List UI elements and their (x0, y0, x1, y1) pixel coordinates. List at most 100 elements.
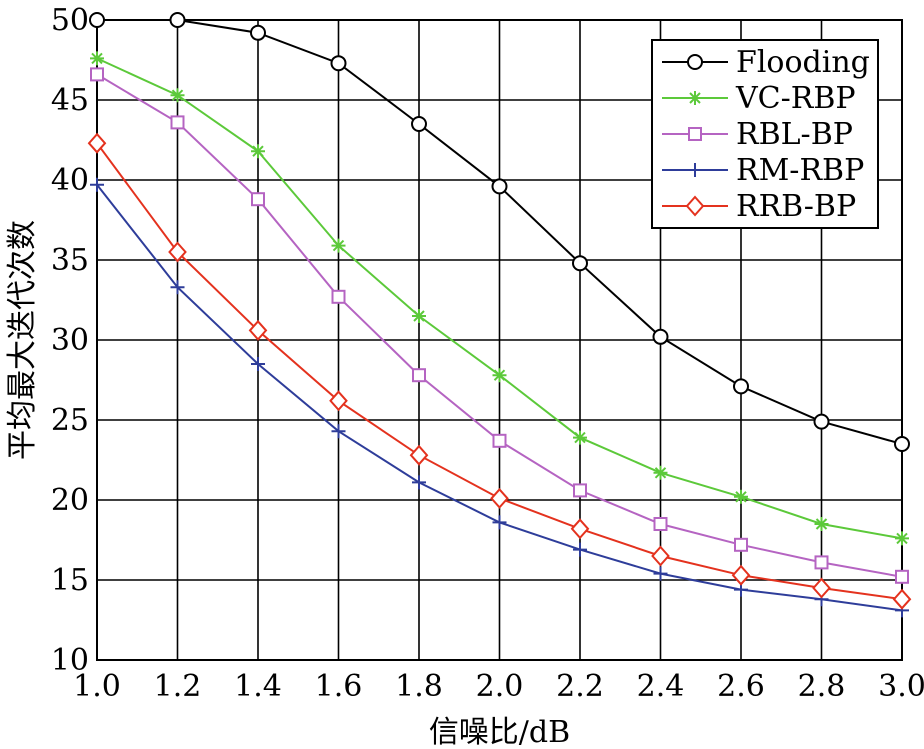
series-rbl-bp (90, 67, 909, 584)
y-tick-label: 10 (51, 643, 89, 678)
x-axis: 1.0 1.2 1.4 1.6 1.8 2.0 2.2 2.4 2.6 2.8 3.0 (73, 669, 924, 704)
data-point-flooding (330, 55, 347, 72)
legend-item-rrb-bp: RRB-BP (662, 189, 856, 224)
data-point-flooding (411, 116, 427, 132)
data-point-rrb-bp (248, 319, 268, 341)
series-rm-rbp (90, 177, 909, 618)
series-rrb-bp (87, 132, 912, 610)
data-point-rrb-bp (409, 444, 429, 466)
x-tick-label: 1.2 (154, 669, 202, 704)
data-point-rbl-bp (90, 67, 104, 82)
data-point-flooding (491, 178, 508, 195)
y-tick-label: 50 (51, 3, 89, 38)
legend-item-rbl-bp: RBL-BP (662, 117, 853, 152)
x-tick-label: 2.2 (556, 669, 604, 704)
data-point-rm-rbp (251, 357, 265, 371)
legend-marker (688, 127, 702, 141)
series-flooding (89, 12, 910, 452)
data-point-vc-rbp (814, 517, 829, 531)
y-tick-label: 15 (51, 563, 89, 598)
data-point-flooding (572, 255, 588, 272)
legend-label: RBL-BP (736, 117, 853, 152)
y-tick-label: 40 (51, 163, 89, 198)
data-point-rbl-bp (814, 555, 829, 570)
data-point-vc-rbp (653, 465, 668, 480)
y-tick-label: 20 (51, 483, 89, 518)
legend-marker (688, 163, 702, 177)
data-point-vc-rbp (573, 430, 587, 445)
data-point-rrb-bp (651, 545, 670, 567)
legend-marker (688, 91, 702, 105)
x-tick-label: 1.0 (73, 669, 121, 704)
data-point-rm-rbp (90, 177, 104, 192)
x-tick-label: 3.0 (878, 669, 924, 704)
data-point-flooding (169, 12, 186, 28)
data-point-rrb-bp (87, 132, 107, 154)
data-point-vc-rbp (734, 489, 748, 504)
legend-marker (685, 195, 705, 217)
plot-frame (96, 19, 903, 661)
legend-label: RRB-BP (736, 189, 856, 224)
data-point-rrb-bp (812, 577, 831, 599)
legend-label: RM-RBP (736, 153, 864, 188)
data-point-rm-rbp (573, 542, 587, 557)
x-tick-label: 1.8 (395, 669, 443, 704)
data-point-flooding (894, 436, 910, 452)
data-point-rrb-bp (731, 564, 751, 586)
data-point-rbl-bp (895, 569, 909, 584)
data-point-rbl-bp (412, 368, 426, 383)
data-point-rm-rbp (331, 424, 346, 439)
y-axis: 10 15 20 25 30 35 40 45 50 (51, 3, 89, 678)
x-tick-label: 1.6 (315, 669, 363, 704)
y-tick-label: 30 (51, 323, 89, 358)
data-point-flooding (89, 12, 105, 28)
data-point-flooding (813, 413, 830, 430)
data-point-rrb-bp (490, 487, 509, 509)
data-point-rbl-bp (573, 483, 587, 498)
data-point-rbl-bp (734, 537, 748, 552)
data-point-flooding (733, 378, 749, 395)
data-point-rbl-bp (492, 433, 507, 448)
x-tick-label: 2.0 (476, 669, 524, 704)
series-group (87, 12, 912, 618)
data-point-rm-rbp (653, 566, 668, 581)
data-point-vc-rbp (895, 531, 909, 546)
legend-item-flooding: Flooding (662, 45, 870, 80)
y-axis-title: 平均最大迭代次数 (5, 220, 40, 460)
data-point-rm-rbp (412, 475, 426, 490)
legend-label: Flooding (736, 45, 870, 80)
legend-label: VC-RBP (735, 81, 856, 116)
legend-marker (687, 54, 703, 70)
legend-item-rm-rbp: RM-RBP (662, 153, 864, 188)
data-point-flooding (250, 24, 266, 41)
data-point-rbl-bp (170, 115, 185, 130)
y-tick-label: 35 (51, 243, 89, 278)
legend-item-vc-rbp: VC-RBP (662, 81, 856, 116)
data-point-vc-rbp (90, 51, 104, 66)
data-point-rbl-bp (251, 192, 265, 207)
data-point-rrb-bp (570, 518, 590, 540)
data-point-rm-rbp (170, 280, 185, 295)
data-point-vc-rbp (331, 238, 346, 253)
x-axis-title: 信噪比/dB (429, 715, 570, 749)
data-point-rrb-bp (329, 390, 348, 412)
y-tick-label: 45 (51, 83, 89, 118)
data-point-rrb-bp (892, 588, 912, 610)
y-tick-label: 25 (51, 403, 89, 438)
data-point-vc-rbp (251, 144, 265, 159)
x-tick-label: 2.8 (798, 669, 846, 704)
data-point-rm-rbp (492, 515, 507, 530)
x-tick-label: 2.4 (637, 669, 685, 704)
data-point-flooding (652, 328, 669, 345)
x-tick-label: 1.4 (234, 669, 282, 704)
data-point-rbl-bp (653, 517, 668, 531)
data-point-vc-rbp (412, 309, 426, 323)
data-point-vc-rbp (170, 88, 185, 103)
x-tick-label: 2.6 (717, 669, 765, 704)
data-point-vc-rbp (492, 368, 507, 383)
data-point-rbl-bp (331, 289, 346, 304)
data-point-rrb-bp (168, 241, 187, 263)
